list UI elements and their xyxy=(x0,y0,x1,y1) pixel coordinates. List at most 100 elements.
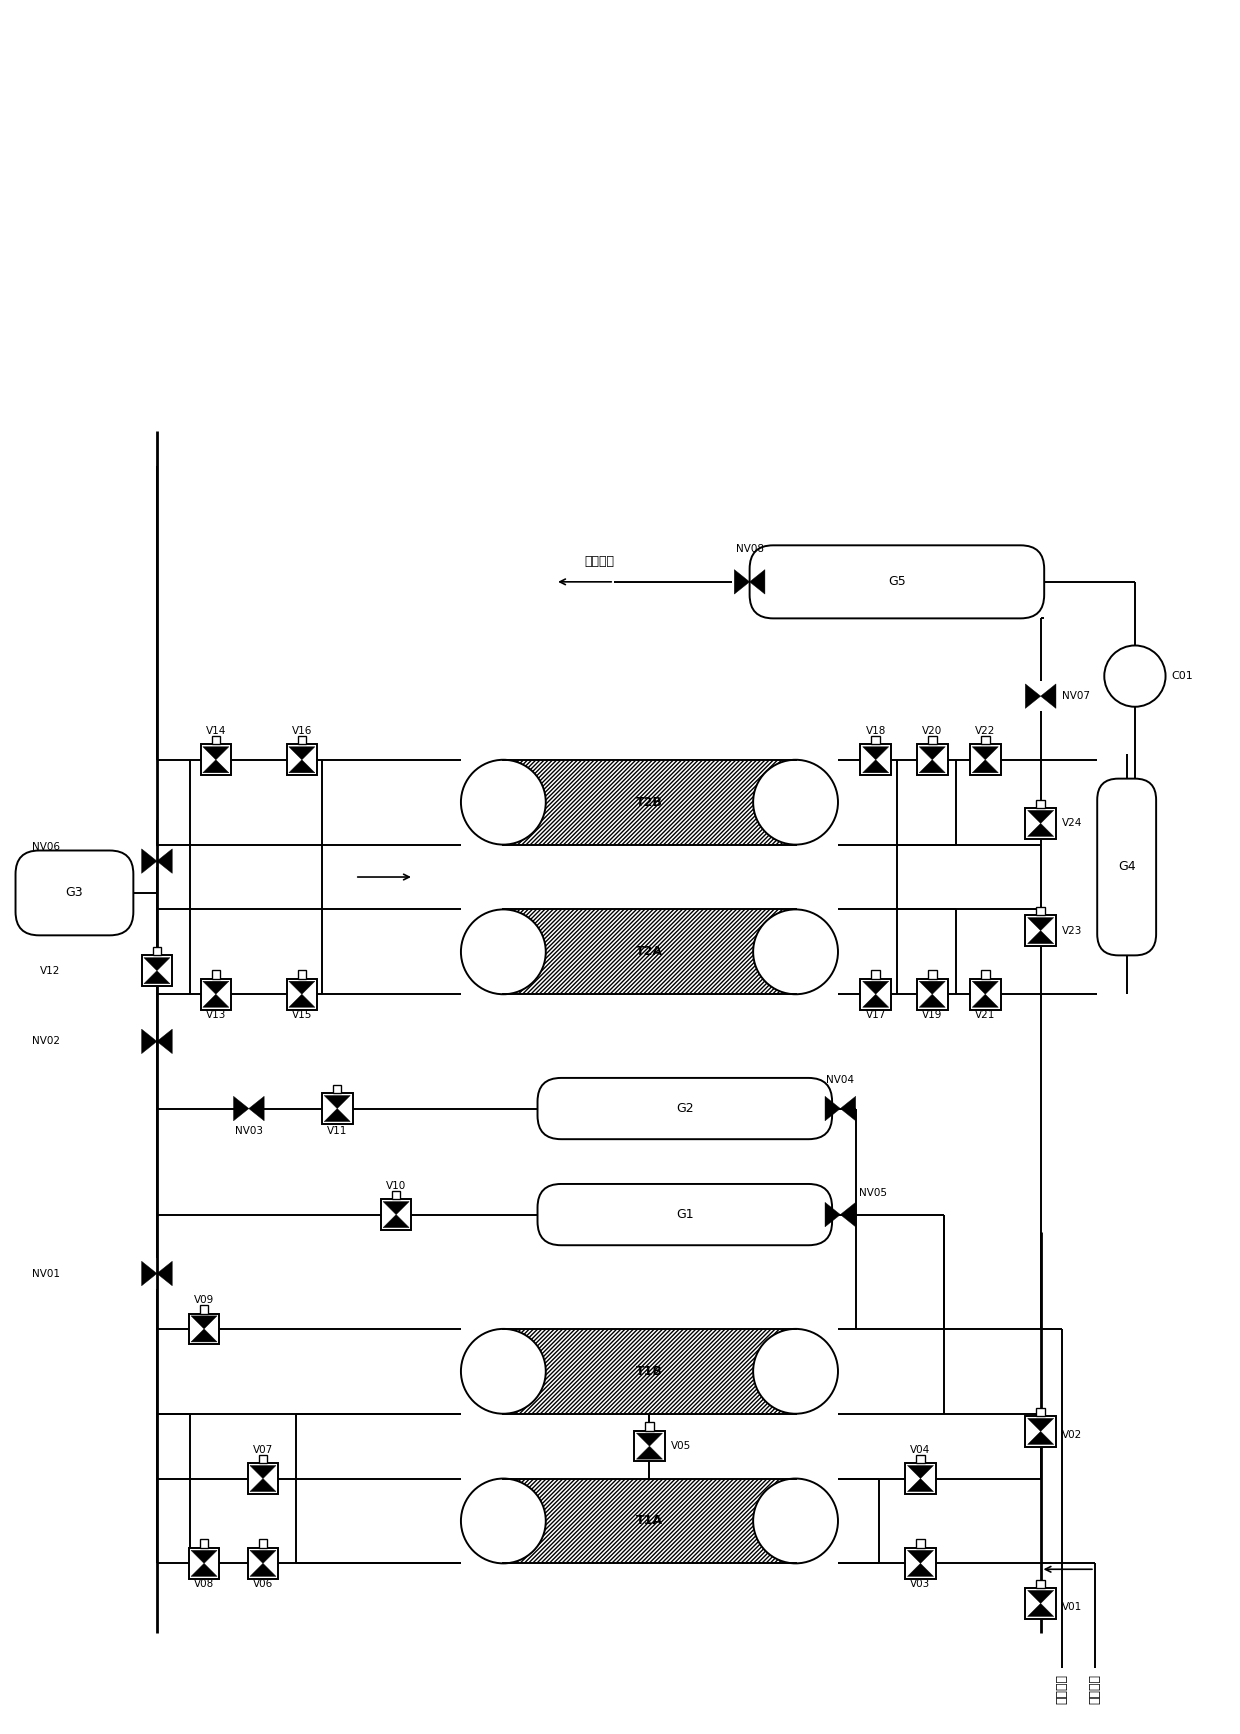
FancyBboxPatch shape xyxy=(750,544,1044,619)
Bar xyxy=(905,1463,936,1495)
Polygon shape xyxy=(250,1564,277,1576)
Polygon shape xyxy=(825,1096,841,1120)
Polygon shape xyxy=(144,957,170,971)
Ellipse shape xyxy=(461,1328,546,1413)
Polygon shape xyxy=(1028,1604,1054,1616)
Polygon shape xyxy=(972,747,998,759)
Polygon shape xyxy=(141,1030,157,1054)
Polygon shape xyxy=(841,1202,856,1228)
Bar xyxy=(1037,799,1045,808)
Bar xyxy=(200,1306,208,1314)
Text: NV05: NV05 xyxy=(859,1188,887,1198)
FancyBboxPatch shape xyxy=(537,1079,832,1139)
Text: T2A: T2A xyxy=(636,945,663,959)
Polygon shape xyxy=(249,1096,264,1120)
Bar xyxy=(503,759,796,844)
Polygon shape xyxy=(191,1564,217,1576)
Bar xyxy=(503,759,796,844)
Bar xyxy=(503,1328,796,1413)
FancyBboxPatch shape xyxy=(537,1184,832,1245)
Text: V22: V22 xyxy=(975,727,996,735)
Bar xyxy=(201,980,231,1009)
Polygon shape xyxy=(919,981,945,994)
Polygon shape xyxy=(191,1550,217,1564)
Polygon shape xyxy=(1028,917,1054,931)
Polygon shape xyxy=(825,1202,841,1228)
Bar xyxy=(981,735,990,744)
Bar xyxy=(634,1431,665,1462)
Text: V07: V07 xyxy=(253,1444,273,1455)
Polygon shape xyxy=(908,1465,934,1479)
Text: G2: G2 xyxy=(676,1103,693,1115)
Text: V11: V11 xyxy=(327,1127,347,1136)
Text: NV04: NV04 xyxy=(826,1075,854,1085)
Text: G5: G5 xyxy=(888,576,905,588)
Text: 压缩空气: 压缩空气 xyxy=(1089,1673,1101,1705)
Text: C01: C01 xyxy=(1172,671,1193,681)
Polygon shape xyxy=(1028,824,1054,836)
Text: V01: V01 xyxy=(1061,1602,1083,1613)
Bar xyxy=(286,980,317,1009)
Bar xyxy=(503,909,796,994)
Text: G3: G3 xyxy=(66,886,83,900)
Text: V10: V10 xyxy=(386,1181,407,1191)
Polygon shape xyxy=(1025,683,1040,709)
Polygon shape xyxy=(157,1261,172,1287)
FancyBboxPatch shape xyxy=(1097,779,1156,955)
Polygon shape xyxy=(289,981,315,994)
Bar xyxy=(188,1314,219,1344)
Bar xyxy=(916,1455,925,1463)
Text: V03: V03 xyxy=(910,1580,930,1588)
Polygon shape xyxy=(972,759,998,773)
Polygon shape xyxy=(250,1479,277,1491)
Bar xyxy=(1025,808,1056,839)
Polygon shape xyxy=(141,850,157,874)
Bar xyxy=(861,980,892,1009)
Polygon shape xyxy=(863,994,889,1007)
Polygon shape xyxy=(157,1030,172,1054)
Text: 富氮废气: 富氮废气 xyxy=(1055,1673,1069,1705)
Polygon shape xyxy=(863,747,889,759)
Polygon shape xyxy=(383,1214,409,1228)
Ellipse shape xyxy=(461,759,546,844)
Polygon shape xyxy=(919,759,945,773)
Text: V02: V02 xyxy=(1061,1431,1083,1439)
Polygon shape xyxy=(919,994,945,1007)
Text: V18: V18 xyxy=(866,727,885,735)
Polygon shape xyxy=(203,981,229,994)
Bar xyxy=(970,980,1001,1009)
Text: V04: V04 xyxy=(910,1444,930,1455)
Text: V14: V14 xyxy=(206,727,226,735)
Polygon shape xyxy=(1040,683,1056,709)
Bar xyxy=(392,1191,401,1200)
Polygon shape xyxy=(203,747,229,759)
Text: V17: V17 xyxy=(866,1009,885,1020)
Circle shape xyxy=(1105,645,1166,707)
Polygon shape xyxy=(1028,1431,1054,1444)
Bar xyxy=(212,971,221,980)
Bar xyxy=(1025,1588,1056,1620)
Bar xyxy=(1037,1408,1045,1417)
Ellipse shape xyxy=(461,909,546,994)
Bar xyxy=(981,971,990,980)
Polygon shape xyxy=(919,747,945,759)
Polygon shape xyxy=(203,759,229,773)
Text: NV08: NV08 xyxy=(735,544,764,555)
Polygon shape xyxy=(636,1432,662,1446)
Polygon shape xyxy=(141,1261,157,1287)
Bar xyxy=(322,1092,352,1124)
Text: V08: V08 xyxy=(193,1580,215,1588)
Bar xyxy=(298,735,306,744)
Polygon shape xyxy=(1028,931,1054,943)
Text: V16: V16 xyxy=(291,727,312,735)
Text: NV06: NV06 xyxy=(32,843,61,851)
Bar xyxy=(248,1463,278,1495)
Polygon shape xyxy=(289,759,315,773)
Text: V05: V05 xyxy=(671,1441,691,1451)
Bar xyxy=(872,735,880,744)
Bar xyxy=(1037,1580,1045,1588)
Ellipse shape xyxy=(753,1479,838,1564)
Bar xyxy=(905,1548,936,1578)
Bar xyxy=(916,1540,925,1548)
Bar xyxy=(503,1479,796,1564)
